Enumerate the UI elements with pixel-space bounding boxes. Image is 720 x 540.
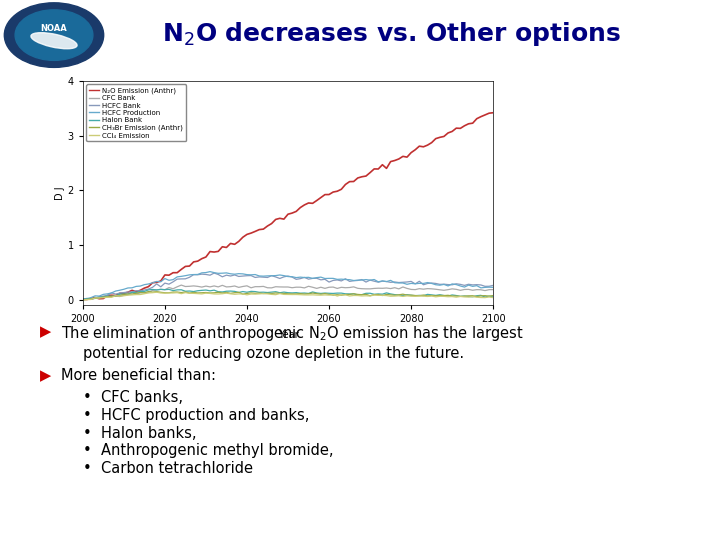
CCl₄ Emission [390,293,399,299]
Halon Bank [78,296,87,303]
CFC Bank [329,284,338,291]
CH₃Br Emission (Anthr) [271,289,280,296]
HCFC Bank [489,282,498,288]
HCFC Production [78,296,87,302]
HCFC Production [271,272,280,279]
Circle shape [15,10,93,60]
CH₃Br Emission (Anthr) [185,290,194,296]
Line: CCl₄ Emission: CCl₄ Emission [83,292,493,300]
CCl₄ Emission [489,294,498,301]
CCl₄ Emission [329,292,338,298]
N₂O Emission (Anthr) [329,189,338,195]
CH₃Br Emission (Anthr) [144,288,153,295]
CFC Bank [107,293,116,300]
Line: HCFC Production: HCFC Production [83,272,493,299]
Text: NOAA: NOAA [40,24,68,32]
CFC Bank [78,296,87,303]
Text: •  Anthropogenic methyl bromide,: • Anthropogenic methyl bromide, [83,443,333,458]
CCl₄ Emission [370,292,379,298]
CH₃Br Emission (Anthr) [489,292,498,299]
Halon Bank [271,288,280,295]
N₂O Emission (Anthr) [489,110,498,116]
Text: •  CFC banks,: • CFC banks, [83,390,183,405]
Halon Bank [390,292,399,298]
Text: The elimination of anthropogenic N$_2$O emission has the largest: The elimination of anthropogenic N$_2$O … [61,324,524,343]
Halon Bank [489,294,498,300]
HCFC Bank [395,279,403,286]
HCFC Bank [210,270,218,276]
CFC Bank [185,283,194,289]
Halon Bank [185,288,194,294]
HCFC Production [206,268,215,275]
Line: HCFC Bank: HCFC Bank [83,273,493,299]
N₂O Emission (Anthr) [390,157,399,164]
CCl₄ Emission [78,296,87,303]
Text: ▶: ▶ [40,324,51,339]
CH₃Br Emission (Anthr) [370,292,379,298]
Line: Halon Bank: Halon Bank [83,289,493,300]
Text: More beneficial than:: More beneficial than: [61,368,216,383]
HCFC Production [329,275,338,282]
HCFC Bank [374,279,382,286]
N₂O Emission (Anthr) [271,216,280,222]
Text: •  Halon banks,: • Halon banks, [83,426,197,441]
Line: CH₃Br Emission (Anthr): CH₃Br Emission (Anthr) [83,292,493,300]
CH₃Br Emission (Anthr) [329,292,338,299]
HCFC Bank [112,291,120,298]
Halon Bank [107,293,116,300]
Circle shape [4,3,104,68]
HCFC Production [489,284,498,291]
N₂O Emission (Anthr) [78,296,87,302]
CCl₄ Emission [185,290,194,296]
N₂O Emission (Anthr) [370,166,379,172]
X-axis label: Year: Year [278,330,298,340]
Halon Bank [329,290,338,296]
Text: ▶: ▶ [40,368,51,383]
Text: N$_2$O decreases vs. Other options: N$_2$O decreases vs. Other options [163,19,621,48]
HCFC Bank [276,275,284,282]
Y-axis label: D J: D J [55,186,65,200]
HCFC Production [390,280,399,286]
CFC Bank [390,285,399,291]
Line: CFC Bank: CFC Bank [83,285,493,300]
CH₃Br Emission (Anthr) [390,292,399,299]
CCl₄ Emission [271,292,280,298]
CFC Bank [370,285,379,292]
Text: •  HCFC production and banks,: • HCFC production and banks, [83,408,309,423]
CFC Bank [177,282,186,288]
HCFC Production [370,276,379,283]
CCl₄ Emission [107,294,116,301]
HCFC Production [107,289,116,296]
HCFC Bank [78,296,87,302]
CH₃Br Emission (Anthr) [78,296,87,303]
Legend: N₂O Emission (Anthr), CFC Bank, HCFC Bank, HCFC Production, Halon Bank, CH₃Br Em: N₂O Emission (Anthr), CFC Bank, HCFC Ban… [86,84,186,141]
CCl₄ Emission [153,289,161,295]
HCFC Production [181,273,190,279]
Line: N₂O Emission (Anthr): N₂O Emission (Anthr) [83,113,493,300]
CFC Bank [489,286,498,293]
HCFC Bank [333,276,341,283]
HCFC Bank [86,296,95,302]
Halon Bank [370,291,379,298]
Text: •  Carbon tetrachloride: • Carbon tetrachloride [83,461,253,476]
CH₃Br Emission (Anthr) [107,293,116,300]
N₂O Emission (Anthr) [185,263,194,269]
Text: potential for reducing ozone depletion in the future.: potential for reducing ozone depletion i… [83,346,464,361]
Ellipse shape [31,33,77,49]
Halon Bank [165,286,174,293]
N₂O Emission (Anthr) [83,296,91,303]
N₂O Emission (Anthr) [112,292,120,299]
HCFC Bank [185,274,194,280]
CFC Bank [271,284,280,290]
